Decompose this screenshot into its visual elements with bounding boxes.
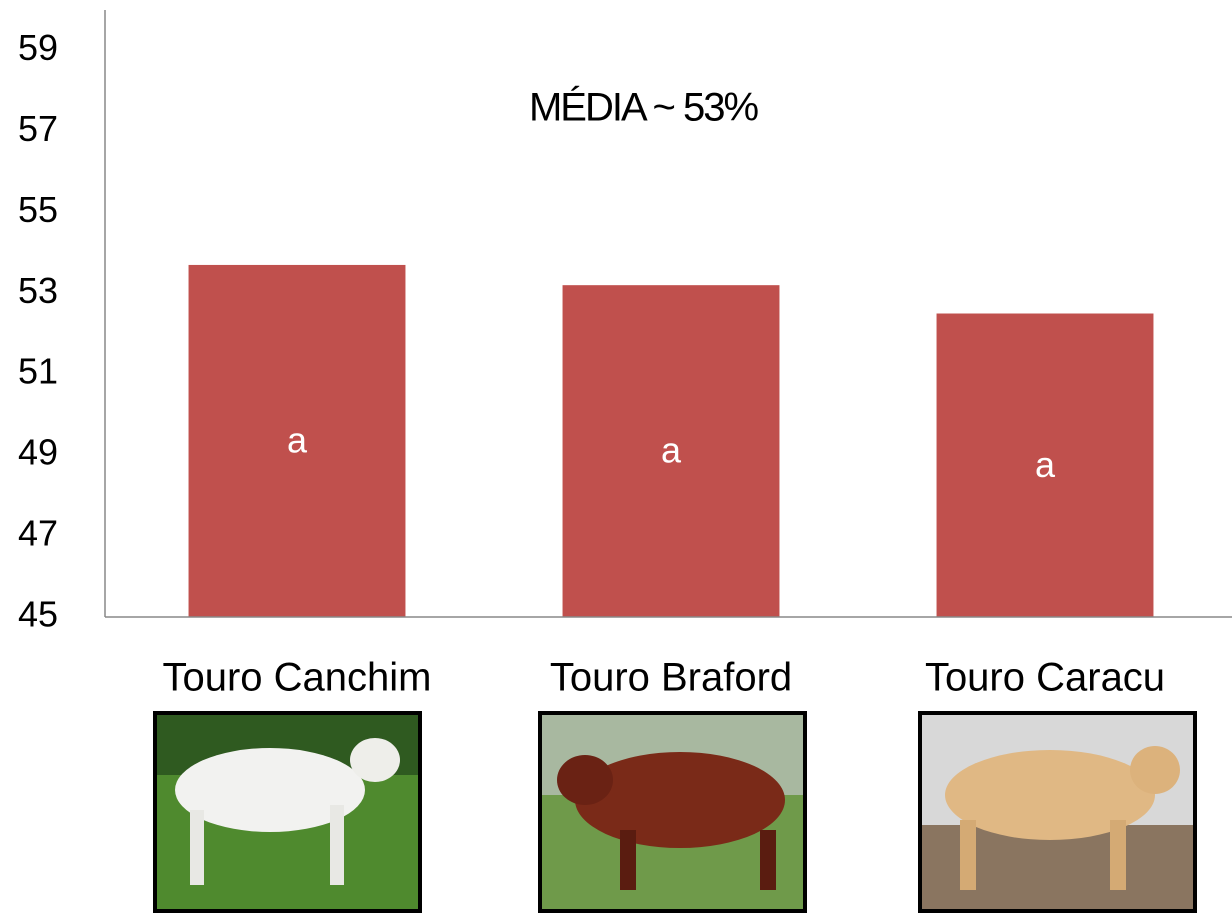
y-tick-label: 57 [18,108,58,149]
y-tick-label: 59 [18,27,58,68]
bar [562,285,780,617]
photo-canchim [153,711,422,913]
y-tick-label: 49 [18,432,58,473]
bar-annotation: a [1035,444,1056,485]
photos [153,711,1197,913]
y-tick-label: 45 [18,594,58,635]
bar [936,313,1154,617]
annotation: MÉDIA ~ 53% [529,85,759,130]
bar-annotation: a [287,419,308,460]
photo-caracu [918,711,1197,913]
bar-annotation: a [661,430,682,471]
bar [188,264,406,617]
y-tick-label: 47 [18,513,58,554]
photo-braford [538,711,807,913]
y-tick-label: 55 [18,189,58,230]
x-tick-label: Touro Caracu [925,656,1165,700]
y-tick-label: 51 [18,351,58,392]
x-tick-label: Touro Canchim [162,656,431,700]
x-tick-label: Touro Braford [550,656,792,700]
y-tick-label: 53 [18,270,58,311]
